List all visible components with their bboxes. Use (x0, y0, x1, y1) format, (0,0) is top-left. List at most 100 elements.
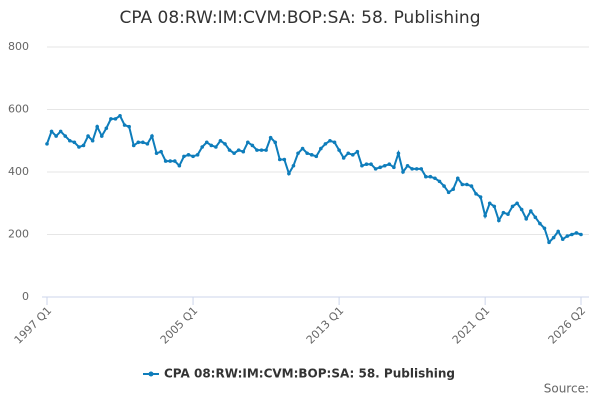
point (446, 190, 451, 195)
point (227, 148, 232, 152)
point (49, 129, 54, 134)
point (341, 156, 346, 160)
point (141, 140, 145, 145)
x-tick-label: 2013 Q1 (304, 304, 347, 347)
point (355, 149, 360, 154)
point (236, 148, 241, 152)
point (519, 207, 524, 212)
point (460, 182, 465, 187)
point (337, 148, 341, 152)
point (118, 113, 122, 118)
point (428, 174, 433, 179)
point (483, 213, 487, 218)
point (492, 204, 497, 209)
point (72, 140, 77, 145)
point (104, 126, 109, 131)
point (538, 221, 542, 226)
point (264, 148, 268, 152)
point (405, 163, 410, 168)
y-tick-label: 400 (8, 165, 29, 178)
point (474, 192, 478, 196)
legend-label: CPA 08:RW:IM:CVM:BOP:SA: 58. Publishing (164, 367, 455, 381)
point (309, 153, 314, 157)
chart-title: CPA 08:RW:IM:CVM:BOP:SA: 58. Publishing (119, 8, 480, 28)
point (204, 140, 209, 145)
x-tick-label: 1997 Q1 (12, 304, 55, 347)
point (433, 176, 437, 181)
point (442, 184, 446, 188)
point (54, 134, 58, 138)
point (95, 124, 100, 129)
point (369, 162, 373, 166)
point (154, 151, 159, 156)
point (305, 151, 309, 156)
point (547, 240, 551, 245)
point (382, 163, 387, 168)
point (487, 201, 492, 206)
point (387, 162, 392, 166)
point (451, 187, 456, 191)
point (378, 165, 382, 170)
point (579, 232, 583, 237)
point (200, 145, 204, 149)
point (410, 167, 414, 171)
point (259, 148, 264, 152)
y-tick-label: 800 (8, 40, 29, 53)
point (291, 163, 296, 168)
point (68, 138, 72, 143)
point (392, 165, 396, 170)
point (145, 142, 150, 146)
point (218, 138, 223, 143)
point (373, 167, 378, 171)
point (296, 151, 300, 156)
point (159, 149, 163, 154)
series-line (46, 114, 582, 245)
point (250, 143, 255, 148)
point (255, 148, 259, 152)
point (574, 231, 579, 235)
point (99, 134, 104, 138)
point (209, 143, 214, 148)
point (150, 134, 154, 138)
point (172, 159, 177, 163)
point (63, 134, 68, 138)
source: Source: (544, 382, 589, 396)
point (113, 117, 118, 121)
point (424, 174, 428, 179)
x-tick-label: 2021 Q1 (450, 304, 493, 347)
point (214, 145, 218, 149)
point (191, 154, 195, 159)
point (168, 159, 173, 163)
point (396, 151, 401, 156)
point (314, 154, 319, 159)
point (287, 171, 291, 176)
point (328, 138, 332, 143)
point (542, 226, 547, 231)
point (131, 143, 136, 148)
point (77, 145, 81, 149)
point (455, 176, 460, 181)
point (241, 149, 246, 154)
point (556, 229, 560, 234)
point (565, 234, 570, 238)
point (300, 146, 305, 151)
point (58, 129, 63, 134)
point (282, 157, 287, 162)
point (437, 179, 442, 184)
point (323, 142, 328, 146)
point (350, 153, 355, 157)
legend-marker (148, 371, 154, 377)
point (90, 138, 95, 143)
point (273, 140, 278, 145)
point (195, 153, 200, 157)
x-tick-label: 2026 Q2 (546, 304, 589, 347)
x-tick-label: 2005 Q1 (158, 304, 201, 347)
point (182, 154, 186, 159)
point (232, 151, 236, 156)
point (506, 212, 510, 216)
point (515, 201, 519, 206)
point (465, 182, 469, 187)
point (497, 218, 501, 223)
point (186, 153, 191, 157)
point (177, 163, 182, 168)
